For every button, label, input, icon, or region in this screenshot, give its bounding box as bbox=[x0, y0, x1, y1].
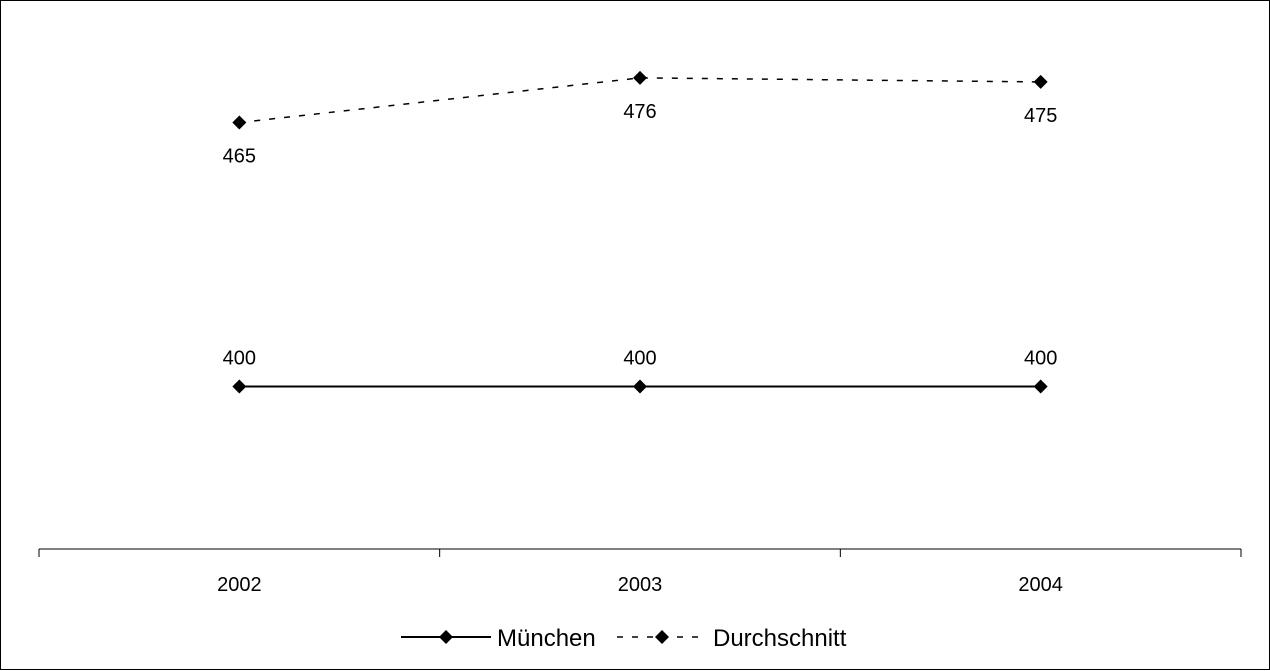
data-label: 476 bbox=[623, 101, 656, 123]
data-point bbox=[633, 379, 647, 394]
data-point bbox=[1033, 74, 1048, 89]
data-label: 475 bbox=[1024, 105, 1057, 127]
data-point bbox=[633, 70, 647, 85]
data-point bbox=[232, 379, 247, 394]
legend: München Durchschnitt bbox=[401, 625, 847, 652]
legend-entry-label: Durchschnitt bbox=[713, 625, 847, 652]
data-point bbox=[1033, 379, 1048, 394]
legend-marker bbox=[655, 630, 669, 644]
x-axis: 2002 2003 2004 bbox=[38, 548, 1242, 596]
legend-marker bbox=[439, 630, 453, 644]
series-layer bbox=[232, 70, 1048, 394]
data-label: 400 bbox=[1024, 348, 1057, 370]
x-tick-label: 2002 bbox=[217, 574, 262, 596]
data-labels: 400 400 400 465 476 475 bbox=[223, 101, 1058, 370]
legend-entry-label: München bbox=[497, 625, 596, 652]
data-label: 400 bbox=[223, 348, 256, 370]
x-tick-label: 2004 bbox=[1018, 574, 1063, 596]
data-point bbox=[232, 115, 247, 130]
data-label: 465 bbox=[223, 146, 256, 168]
x-tick-label: 2003 bbox=[618, 574, 663, 596]
data-label: 400 bbox=[623, 348, 656, 370]
